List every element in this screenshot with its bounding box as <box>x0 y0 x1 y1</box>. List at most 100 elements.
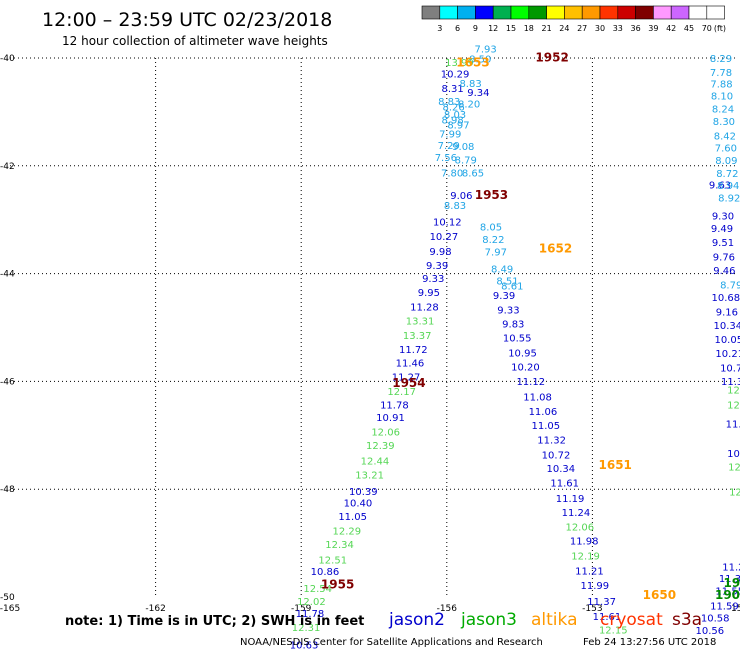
colorbar-swatch <box>581 5 601 20</box>
wave-height-value: 11.19 <box>556 494 585 505</box>
wave-height-value: 8.79 <box>720 280 740 291</box>
pass-time-label: 1955 <box>321 578 354 592</box>
wave-height-value: 11.06 <box>529 407 558 418</box>
wave-height-value: 12.06 <box>371 428 400 439</box>
wave-height-value: 12. <box>727 401 740 412</box>
wave-height-value: 13.31 <box>406 316 435 327</box>
wave-height-value: 12.54 <box>303 584 332 595</box>
data-marks: 10.29 8.31 9.34 9.06 10.12 10.27 9.98 9.39 9.33 9… <box>290 44 740 650</box>
wave-height-value: 8.51 <box>496 277 518 288</box>
wave-height-value: 13.99 <box>445 58 474 69</box>
pass-time-label: 1653 <box>456 55 489 69</box>
wave-height-value: 8.49 <box>491 265 513 276</box>
colorbar-tick-label: 45 <box>684 24 694 33</box>
pass-time-label: 1953 <box>475 188 508 202</box>
x-tick-label: -150 <box>728 604 740 614</box>
wave-height-value: 9.16 <box>716 307 738 318</box>
wave-height-value: 11.08 <box>523 392 552 403</box>
wave-height-value: 10.91 <box>376 413 405 424</box>
wave-height-value: 8.83 <box>459 79 481 90</box>
wave-height-value: 9.39 <box>426 261 448 272</box>
wave-height-value: 8.61 <box>501 281 523 292</box>
wave-height-value: 8.92 <box>718 194 740 205</box>
x-tick-label: -165 <box>0 604 20 614</box>
colorbar-tick-label: 39 <box>648 24 658 33</box>
wave-height-value: 9.51 <box>712 238 734 249</box>
wave-height-value: 9.98 <box>429 247 451 258</box>
wave-height-value: 11. <box>726 419 740 430</box>
wave-height-value: 12.44 <box>361 457 390 468</box>
pass-time-label: 1652 <box>539 241 572 255</box>
colorbar: 3 6 9 12 15 18 21 24 27 30 33 36 39 42 45 70 (ft) <box>421 5 726 33</box>
wave-height-value: 10.34 <box>713 321 740 332</box>
wave-height-value: 8.09 <box>715 156 737 167</box>
wave-height-value: 10.39 <box>349 487 378 498</box>
wave-height-value: 12.39 <box>366 441 395 452</box>
legend-entry-jason3: jason3 <box>460 610 517 630</box>
wave-height-value: 9.95 <box>418 288 440 299</box>
colorbar-swatch <box>421 5 441 20</box>
wave-height-value: 10.29 <box>441 70 470 81</box>
footnote: note: 1) Time is in UTC; 2) SWH is in fe… <box>65 614 364 629</box>
generated-timestamp: Feb 24 13:27:56 UTC 2018 <box>583 637 716 648</box>
wave-height-value: 11.72 <box>399 345 428 356</box>
wave-height-value: 8.30 <box>713 117 735 128</box>
wave-height-value: 9.63 <box>709 181 731 192</box>
pass-time-label: 1651 <box>599 458 632 472</box>
wave-height-value: 8.50 <box>469 55 491 66</box>
pass-time-label: 1952 <box>535 50 568 64</box>
legend-entry-cryosat: cryosat <box>600 610 663 630</box>
wave-height-value: 8.83 <box>438 97 460 108</box>
wave-height-value: 12. <box>727 385 740 396</box>
colorbar-swatch <box>546 5 565 20</box>
wave-height-value: 12. <box>728 463 740 474</box>
wave-height-value: 10.27 <box>430 232 459 243</box>
colorbar-swatch <box>439 5 458 20</box>
wave-height-value: 7.99 <box>439 129 461 140</box>
wave-height-value: 12.34 <box>325 540 354 551</box>
wave-height-value: 10. <box>727 449 740 460</box>
wave-height-value: 12.15 <box>599 625 628 636</box>
wave-height-value: 8.72 <box>716 169 738 180</box>
grid <box>10 57 738 597</box>
colorbar-swatch <box>688 5 708 20</box>
wave-height-value: 10.95 <box>508 348 537 359</box>
wave-height-value: 11.78 <box>296 609 325 620</box>
y-tick-label: -40 <box>0 54 15 64</box>
wave-height-value: 8.20 <box>458 99 480 110</box>
colorbar-tick-label: 27 <box>577 24 587 33</box>
colorbar-tick-label: 70 <box>702 24 712 33</box>
wave-height-value: 11.24 <box>562 508 591 519</box>
y-axis-ticks: -40 -42 -44 -46 -48 -50 <box>0 54 15 603</box>
colorbar-tick-label: 30 <box>595 24 605 33</box>
colorbar-swatch <box>635 5 654 20</box>
wave-height-value: 13.21 <box>355 471 384 482</box>
colorbar-swatch <box>457 5 476 20</box>
wave-height-value: 11.05 <box>338 512 367 523</box>
x-tick-label: -162 <box>145 604 165 614</box>
chart-title: 12:00 – 23:59 UTC 02/23/2018 <box>42 9 332 31</box>
wave-height-value: 10.05 <box>714 335 740 346</box>
y-tick-label: -42 <box>0 162 15 172</box>
colorbar-tick-label: 33 <box>613 24 623 33</box>
colorbar-tick-label: 36 <box>631 24 641 33</box>
colorbar-swatch <box>528 5 547 20</box>
wave-height-value: 9.39 <box>493 291 515 302</box>
wave-height-value: 11.55 <box>715 587 740 598</box>
wave-height-value: 8.31 <box>441 84 463 95</box>
colorbar-swatch <box>492 5 512 20</box>
legend: jason2 jason3 altika cryosat s3a <box>388 610 702 630</box>
wave-height-value: 12.31 <box>292 623 321 634</box>
pass-time-label: 1650 <box>643 588 676 602</box>
wave-height-value: 11.61 <box>593 612 622 623</box>
colorbar-tick-label: 6 <box>455 24 460 33</box>
wave-height-value: 10.68 <box>712 293 740 304</box>
colorbar-swatch <box>475 5 494 20</box>
wave-height-value: 10.7 <box>720 363 740 374</box>
wave-height-value: 11.98 <box>570 536 599 547</box>
wave-height-value: 11.05 <box>531 421 560 432</box>
wave-height-value: 8.42 <box>714 132 736 143</box>
colorbar-tick-label: 24 <box>559 24 569 33</box>
colorbar-tick-label: 18 <box>524 24 534 33</box>
